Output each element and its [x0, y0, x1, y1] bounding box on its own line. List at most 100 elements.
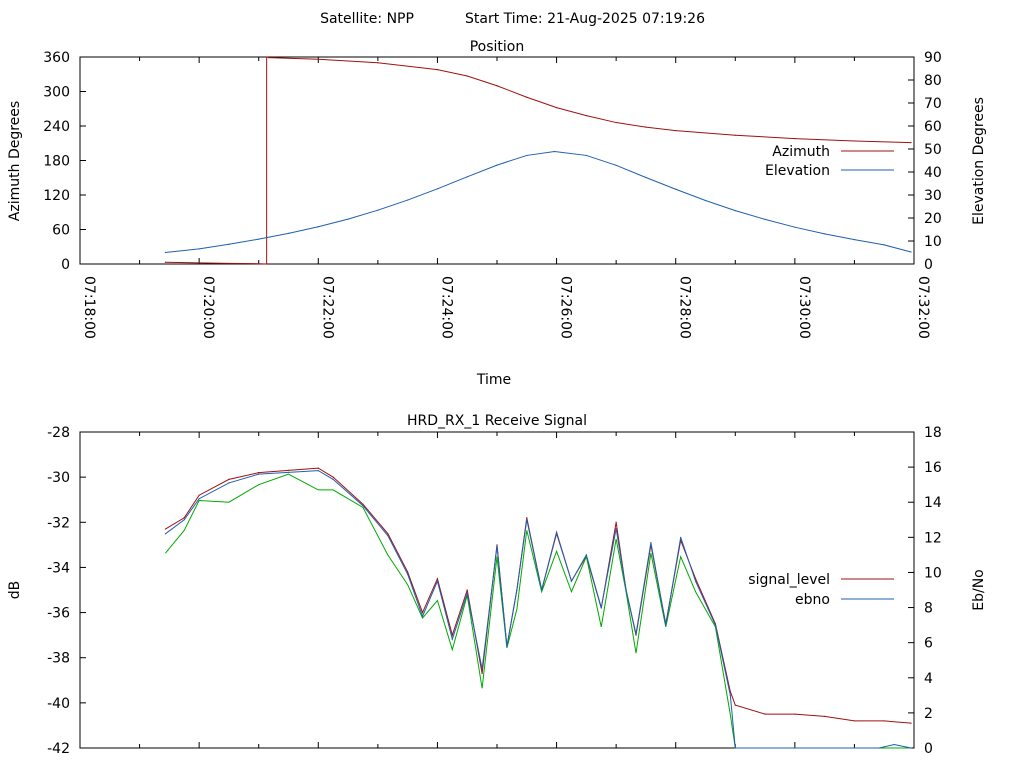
data-point: [883, 720, 885, 722]
data-point: [910, 142, 912, 144]
data-point: [910, 722, 912, 724]
series-line: [165, 470, 912, 749]
data-point: [853, 239, 856, 241]
series-azimuth: [164, 56, 912, 265]
data-point: [506, 645, 508, 647]
y2-tick-label: 50: [924, 142, 942, 158]
data-point: [198, 248, 200, 250]
data-point: [466, 176, 468, 178]
data-point: [183, 517, 185, 519]
data-point: [555, 531, 558, 533]
y-tick-label: -36: [47, 606, 70, 622]
y2-tick-label: 12: [924, 530, 942, 546]
y-tick-label: -28: [47, 425, 70, 441]
data-point: [645, 176, 647, 179]
data-point: [198, 494, 200, 496]
data-point: [665, 624, 667, 626]
data-point: [650, 542, 652, 544]
x-tick-label: 07:32:00: [915, 276, 931, 339]
data-point: [694, 580, 697, 582]
data-point: [481, 668, 483, 670]
data-point: [893, 743, 895, 746]
data-point: [585, 115, 587, 117]
data-point: [734, 134, 736, 136]
legend-label-azimuth: Azimuth: [772, 144, 830, 160]
data-point: [436, 580, 439, 582]
data-point: [407, 199, 409, 201]
data-point: [585, 554, 587, 556]
receive-signal-legend: signal_level ebno: [748, 572, 894, 608]
data-point: [466, 592, 468, 595]
data-point: [910, 747, 912, 749]
y-tick-label: -32: [47, 515, 70, 531]
data-point: [794, 226, 796, 228]
y-tick-label: 300: [43, 85, 70, 101]
data-point: [883, 244, 885, 246]
series-ebno-overlay: [165, 473, 912, 749]
data-point: [287, 469, 290, 471]
data-point: [794, 138, 796, 140]
azimuth-axis-title: Azimuth Degrees: [7, 101, 23, 221]
data-point: [824, 715, 826, 718]
legend-label-elevation: Elevation: [765, 163, 830, 179]
data-point: [317, 467, 319, 469]
y2-tick-label: 80: [924, 73, 942, 89]
legend-label-signal-level: signal_level: [748, 572, 830, 588]
data-point: [555, 107, 558, 109]
data-point: [570, 580, 573, 582]
y-tick-label: -34: [47, 560, 70, 576]
data-point: [436, 578, 439, 580]
data-point: [635, 633, 637, 635]
y2-tick-label: 90: [924, 50, 942, 66]
y2-tick-label: 0: [924, 257, 933, 273]
data-point: [704, 199, 707, 202]
y2-tick-label: 60: [924, 119, 942, 135]
data-point: [541, 589, 543, 591]
y-tick-label: -40: [47, 696, 70, 712]
data-point: [164, 533, 166, 535]
data-point: [268, 56, 270, 59]
data-point: [407, 571, 409, 573]
data-point: [266, 56, 268, 58]
series-elevation: [164, 150, 912, 254]
data-point: [496, 545, 498, 547]
x-tick-label: 07:24:00: [438, 276, 454, 339]
x-tick-label: 07:28:00: [677, 276, 693, 339]
y2-tick-label: 0: [924, 741, 933, 757]
ebno-axis-title: Eb/No: [971, 569, 987, 611]
data-point: [553, 150, 556, 153]
y2-tick-label: 10: [924, 565, 942, 581]
data-point: [680, 536, 682, 538]
data-point: [228, 262, 230, 265]
data-point: [714, 624, 717, 626]
y2-tick-label: 8: [924, 601, 933, 617]
data-point: [258, 472, 260, 474]
time-axis-title: Time: [476, 372, 511, 388]
data-point: [734, 210, 736, 212]
data-point: [466, 589, 468, 591]
data-point: [164, 251, 166, 254]
receive-signal-chart-title: HRD_RX_1 Receive Signal: [407, 413, 587, 429]
y-tick-label: 0: [61, 257, 70, 273]
data-point: [824, 233, 826, 235]
data-point: [164, 261, 166, 263]
data-point: [764, 218, 766, 220]
data-point: [421, 611, 424, 614]
position-legend: Azimuth Elevation: [765, 144, 894, 179]
receive-signal-axes: -42 -40 -38 -36 -34 -32 -30 -28 0 2 4 6 8 10 12 14 16 18: [47, 425, 942, 757]
data-point: [615, 521, 617, 523]
x-tick-label: 07:30:00: [796, 276, 812, 339]
x-tick-label: 07:20:00: [200, 276, 216, 339]
data-point: [526, 517, 528, 519]
y2-tick-label: 70: [924, 96, 942, 112]
elevation-axis-title: Elevation Degrees: [971, 97, 987, 225]
y-tick-label: 120: [43, 188, 70, 204]
data-point: [734, 747, 736, 749]
data-point: [481, 672, 483, 675]
data-point: [645, 126, 647, 128]
data-point: [317, 226, 319, 228]
legend-label-ebno: ebno: [795, 592, 830, 608]
x-tick-label: 07:22:00: [319, 276, 335, 339]
data-point: [228, 478, 230, 480]
